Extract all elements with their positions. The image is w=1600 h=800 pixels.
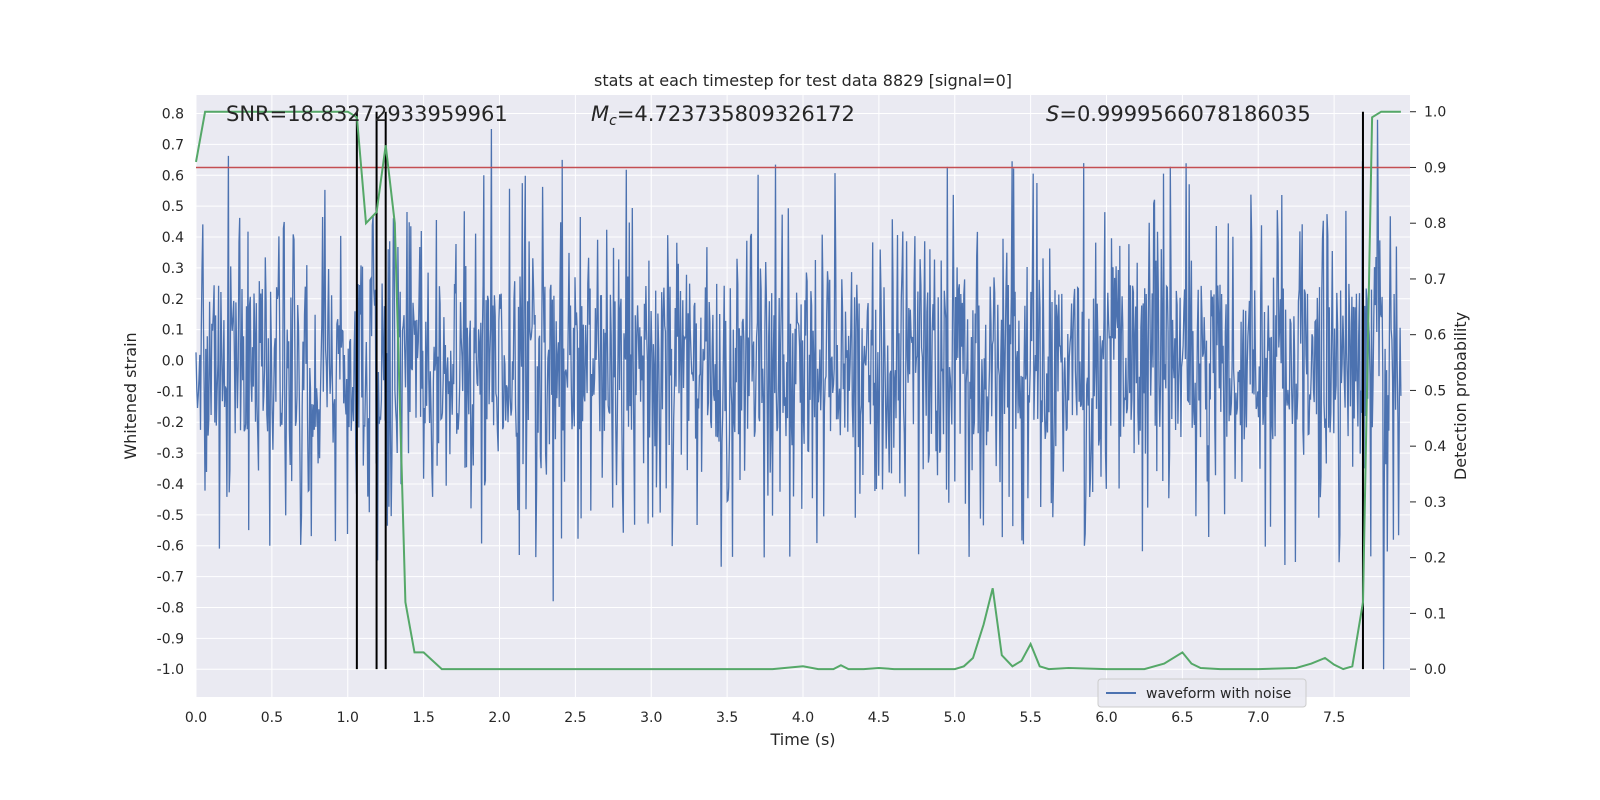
- y2-tick-label: 0.5: [1424, 383, 1446, 399]
- legend-box: [1097, 678, 1307, 708]
- snr-annotation: SNR=18.83272933959961: [226, 102, 508, 126]
- y-tick-label: 0.8: [162, 107, 184, 123]
- x-tick-label: 0.5: [261, 710, 283, 726]
- probability-line: [195, 110, 1401, 671]
- x-tick-label: 5.5: [1019, 710, 1041, 726]
- y-axis-ticks: 0.8 0.7 0.6 0.5 0.4 0.3 0.2 0.1 0.0 -0.1 -0.2 -0.3 -…: [157, 107, 184, 679]
- y-tick-label: 0.7: [162, 137, 184, 153]
- mc-subscript: c: [609, 113, 617, 129]
- x-tick-label: 4.5: [868, 710, 890, 726]
- y-tick-label: -0.4: [157, 477, 184, 493]
- y-tick-label: 0.4: [162, 230, 184, 246]
- x-tick-label: 7.0: [1247, 710, 1269, 726]
- s-value: =0.9999566078186035: [1059, 102, 1310, 126]
- y-tick-label: -0.3: [157, 446, 184, 462]
- x-tick-label: 3.5: [716, 710, 738, 726]
- mc-value: =4.723735809326172: [617, 102, 855, 126]
- x-tick-label: 6.0: [1095, 710, 1117, 726]
- x-tick-label: 7.5: [1323, 710, 1345, 726]
- y-tick-label: -0.6: [157, 539, 184, 555]
- legend-label: waveform with noise: [1146, 686, 1291, 702]
- x-tick-label: 3.0: [640, 710, 662, 726]
- x-tick-label: 0.0: [185, 710, 207, 726]
- s-annotation: S=0.9999566078186035: [1046, 102, 1311, 126]
- y-tick-label: -0.9: [157, 631, 184, 647]
- y2-tick-label: 0.8: [1424, 216, 1446, 232]
- chart-title: stats at each timestep for test data 882…: [594, 71, 1012, 90]
- y-tick-label: 0.2: [162, 292, 184, 308]
- y-tick-label: -0.7: [157, 570, 184, 586]
- legend: waveform with noise: [1097, 678, 1307, 708]
- x-axis-ticks: 0.0 0.5 1.0 1.5 2.0 2.5 3.0 3.5 4.0 4.5 5.0 5.5 6.0 6…: [185, 710, 1345, 726]
- x-tick-label: 4.0: [792, 710, 814, 726]
- x-tick-label: 5.0: [944, 710, 966, 726]
- y2-tick-label: 0.2: [1424, 551, 1446, 567]
- y2-axis-ticks: 1.0 0.9 0.8 0.7 0.6 0.5 0.4 0.3 0.2 0.1 0.0: [1410, 105, 1446, 678]
- y2-tick-label: 1.0: [1424, 105, 1446, 121]
- y-tick-label: 0.0: [162, 353, 184, 369]
- mc-annotation: Mc=4.723735809326172: [591, 102, 855, 129]
- waveform-line: [195, 119, 1402, 670]
- x-tick-label: 1.5: [412, 710, 434, 726]
- x-axis-label: Time (s): [769, 730, 835, 749]
- s-symbol: S: [1046, 102, 1059, 126]
- x-tick-label: 6.5: [1171, 710, 1193, 726]
- y2-tick-label: 0.9: [1424, 160, 1446, 176]
- y2-axis-label: Detection probability: [1451, 312, 1470, 480]
- y-axis-label: Whitened strain: [121, 332, 140, 459]
- y-tick-label: -0.1: [157, 384, 184, 400]
- y2-tick-label: 0.6: [1424, 328, 1446, 344]
- waveform-series: [195, 119, 1402, 670]
- y2-tick-label: 0.1: [1424, 606, 1446, 622]
- y-tick-label: -0.8: [157, 600, 184, 616]
- probability-series: [195, 110, 1401, 671]
- y-tick-label: 0.3: [162, 261, 184, 277]
- y2-tick-label: 0.3: [1424, 495, 1446, 511]
- y2-tick-label: 0.0: [1424, 662, 1446, 678]
- x-tick-label: 2.5: [564, 710, 586, 726]
- x-tick-label: 1.0: [337, 710, 359, 726]
- mc-symbol: M: [591, 102, 609, 126]
- x-tick-label: 2.0: [488, 710, 510, 726]
- y-tick-label: 0.6: [162, 168, 184, 184]
- y-tick-label: 0.1: [162, 323, 184, 339]
- y-tick-label: -1.0: [157, 662, 184, 678]
- y-tick-label: -0.2: [157, 415, 184, 431]
- y-tick-label: -0.5: [157, 508, 184, 524]
- y2-tick-label: 0.4: [1424, 439, 1446, 455]
- y-tick-label: 0.5: [162, 199, 184, 215]
- y2-tick-label: 0.7: [1424, 272, 1446, 288]
